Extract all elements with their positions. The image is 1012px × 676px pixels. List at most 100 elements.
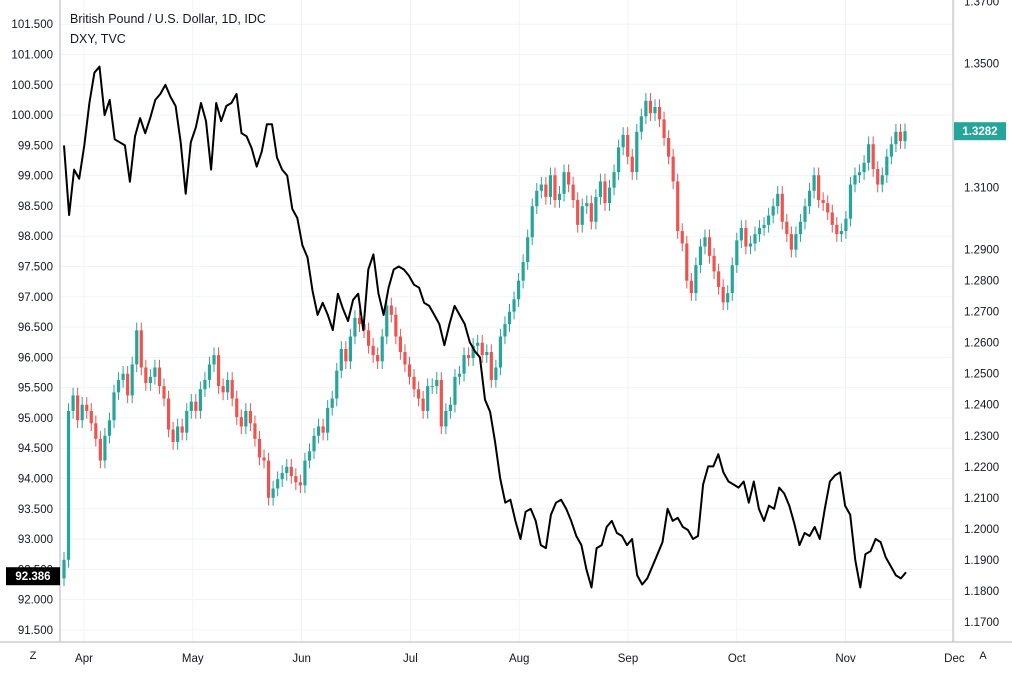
x-tick-label: May (182, 653, 204, 665)
candle-body (130, 364, 134, 396)
candle-body (671, 156, 675, 182)
right-tick-label: 1.2100 (964, 493, 999, 505)
candle-body (76, 395, 80, 421)
candle-body (567, 172, 571, 185)
candle-body (489, 352, 493, 380)
candle-body (244, 410, 248, 427)
candle-body (667, 138, 671, 157)
candle-body (185, 410, 189, 433)
candle-body (80, 404, 84, 421)
candle-body (153, 367, 157, 377)
candle-body (466, 355, 471, 359)
right-tick-label: 1.3500 (964, 59, 999, 71)
candle-body (712, 255, 716, 272)
candle-body (807, 190, 812, 207)
left-tick-label: 93.500 (18, 504, 53, 516)
candle-body (262, 457, 266, 461)
candle-body (662, 119, 666, 139)
candle-body (103, 435, 107, 461)
chart-title: British Pound / U.S. Dollar, 1D, IDC (70, 12, 266, 26)
candle-body (730, 265, 734, 294)
left-tick-label: 101.000 (11, 50, 53, 62)
candle-body (771, 206, 775, 216)
candle-body (821, 200, 825, 204)
candle-body (353, 317, 357, 337)
candle-body (294, 476, 298, 483)
candle-body (516, 280, 521, 300)
candle-body (480, 342, 484, 356)
left-tick-label: 93.000 (18, 534, 53, 546)
candle-body (844, 218, 848, 232)
candle-body (585, 203, 589, 207)
left-tick-label: 92.000 (18, 595, 53, 607)
candle-body (216, 355, 221, 387)
x-tick-label: Dec (944, 653, 965, 665)
candle-body (171, 429, 175, 442)
candle-body (312, 435, 316, 452)
left-tick-label: 97.500 (18, 261, 53, 273)
candle-body (280, 472, 284, 480)
candle-body (630, 156, 634, 173)
candle-body (407, 364, 412, 377)
candle-body (553, 175, 557, 201)
left-tick-label: 94.500 (18, 443, 53, 455)
left-tick-label: 100.000 (11, 110, 53, 122)
candle-body (266, 460, 271, 498)
candle-body (385, 305, 389, 337)
candle-body (735, 240, 739, 266)
candle-body (798, 221, 803, 235)
candle-body (394, 314, 398, 337)
candle-body (657, 107, 662, 120)
candle-body (148, 376, 152, 384)
left-tick-label: 96.000 (18, 352, 53, 364)
candle-body (298, 482, 302, 486)
candle-body (462, 355, 466, 374)
candle-body (594, 196, 598, 222)
left-tick-label: 96.500 (18, 322, 53, 334)
left-tick-label: 98.500 (18, 201, 53, 213)
candle-body (476, 342, 480, 346)
candle-body (98, 438, 102, 461)
candle-body (853, 175, 857, 185)
candle-body (835, 224, 839, 235)
left-tick-label: 99.000 (18, 171, 53, 183)
candle-body (226, 379, 230, 393)
candle-body (717, 271, 721, 287)
candle-body (598, 181, 603, 197)
candle-body (544, 184, 548, 197)
right-tick-label: 1.1700 (964, 617, 999, 629)
candle-body (176, 426, 180, 442)
candle-body (748, 243, 753, 247)
candle-body (848, 184, 853, 219)
candle-body (162, 386, 166, 399)
right-tick-label: 1.1900 (964, 555, 999, 567)
candle-body (494, 367, 498, 380)
candle-body (112, 392, 116, 421)
candle-body (412, 376, 416, 390)
candle-body (780, 193, 784, 222)
candle-body (89, 410, 93, 424)
candle-body (867, 144, 871, 163)
candle-body (366, 330, 371, 346)
candle-body (321, 426, 325, 433)
candle-body (121, 373, 125, 380)
right-tick-label: 1.2600 (964, 338, 999, 350)
candle-body (889, 144, 893, 157)
candle-body (157, 367, 162, 387)
candle-body (339, 348, 343, 371)
candle-body (557, 193, 562, 201)
candle-body (71, 395, 75, 411)
candle-body (739, 227, 743, 241)
candle-body (453, 376, 457, 405)
auto-scale-toggle[interactable]: A (979, 650, 987, 662)
candle-body (507, 311, 512, 325)
log-scale-toggle-left[interactable]: Z (29, 650, 37, 662)
candle-body (857, 172, 862, 176)
candle-body (257, 438, 262, 458)
candle-body (694, 265, 698, 294)
right-tick-label: 1.2700 (964, 307, 999, 319)
candle-body (589, 203, 593, 222)
candle-body (826, 203, 830, 213)
